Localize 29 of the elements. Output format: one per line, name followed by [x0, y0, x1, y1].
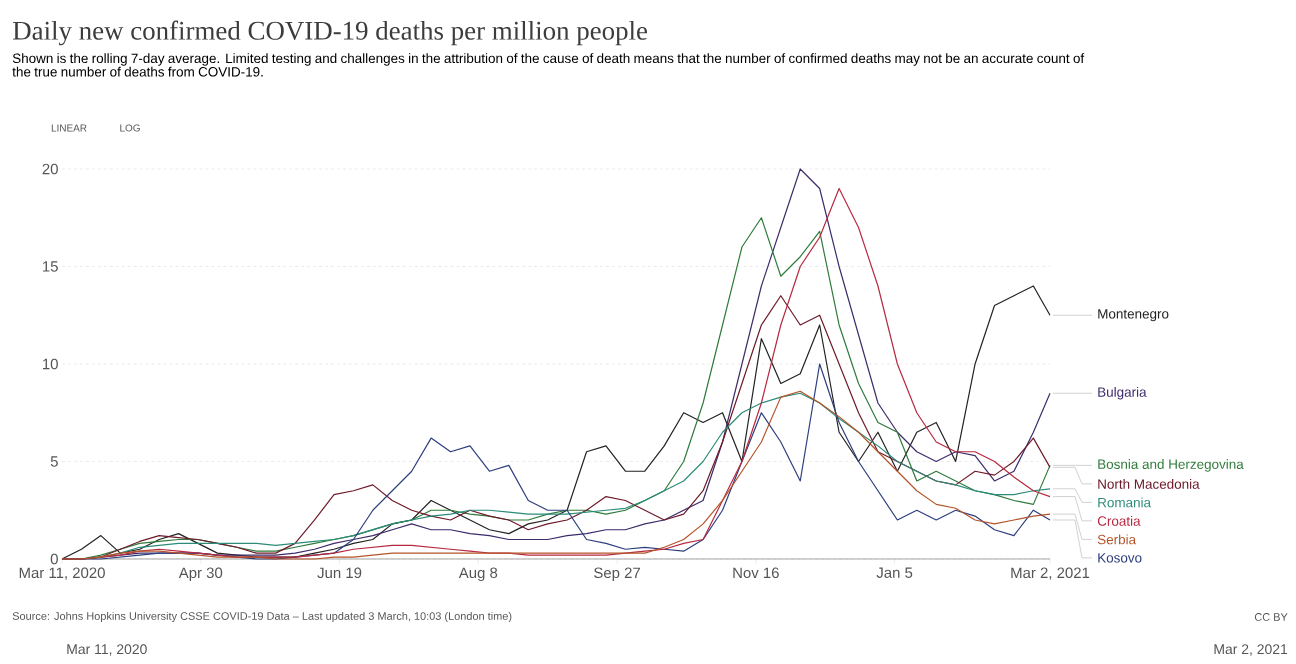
- text: North Macedonia: [1098, 478, 1200, 489]
- x-tick-label: Nov 16: [733, 567, 779, 579]
- text: CC BY: [1254, 613, 1288, 621]
- y-tick-label: 0: [50, 553, 58, 565]
- text: Kosovo: [1098, 553, 1142, 563]
- y-tick-label: 15: [43, 261, 58, 272]
- x-tick-label: Mar 11, 2020: [19, 567, 105, 580]
- text: Serbia: [1097, 534, 1137, 545]
- x-tick-label: Mar 2, 2021: [1011, 567, 1090, 580]
- text: LOG: [120, 124, 140, 132]
- text: Mar 2, 2021: [1214, 644, 1288, 656]
- text: Montenegro: [1098, 309, 1169, 322]
- y-tick-label: 5: [50, 456, 58, 467]
- text: Bulgaria: [1098, 386, 1147, 400]
- chart-subtitle: Shown is the rolling 7-day average. Limited testing and challenges in the attribution of the cause of death means that the number of confirmed deaths may not be an accurate count of the true number of deaths from COVID-19.: [12, 53, 1085, 77]
- text: Romania: [1098, 497, 1152, 508]
- text: Mar 11, 2020: [67, 644, 147, 656]
- chart-title: Daily new confirmed COVID-19 deaths per million people: [12, 20, 648, 46]
- x-tick-label: Apr 30: [178, 567, 223, 582]
- y-tick-label: 10: [43, 358, 58, 370]
- x-tick-label: Sep 27: [594, 567, 640, 582]
- text: Croatia: [1097, 515, 1141, 526]
- text: Bosnia and Herzegovina: [1098, 459, 1244, 472]
- source-note: Source: Johns Hopkins University CSSE COVID-19 Data – Last updated 3 March, 10:03 (London time): [12, 611, 512, 623]
- x-tick-label: Jan 5: [876, 567, 913, 578]
- y-tick-label: 20: [42, 163, 58, 175]
- text: LINEAR: [51, 124, 87, 132]
- x-tick-label: Jun 19: [317, 567, 362, 579]
- x-tick-label: Aug 8: [458, 567, 498, 582]
